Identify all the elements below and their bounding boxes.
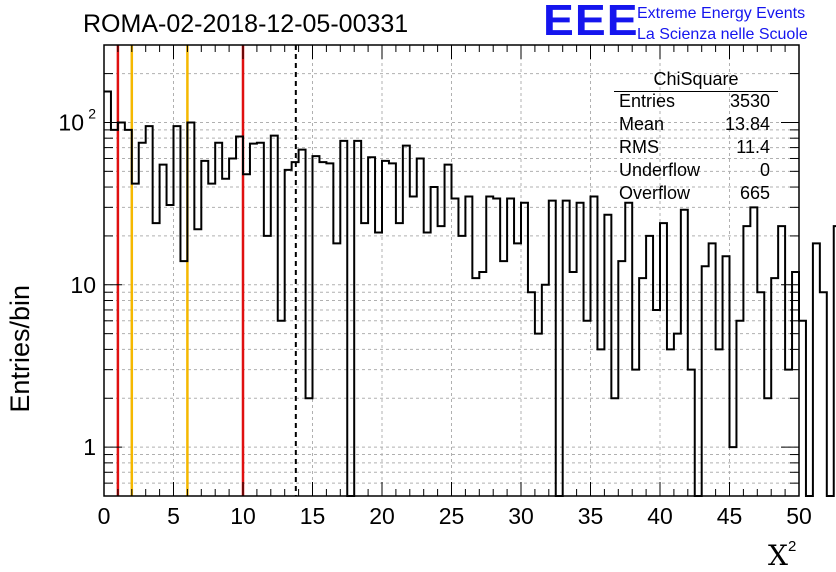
- x-tick-label: 0: [98, 503, 111, 529]
- x-axis-label: X2: [768, 538, 796, 572]
- histogram-series: [104, 90, 836, 497]
- logo-mark: EEE: [543, 0, 639, 45]
- logo-line-1: Extreme Energy Events: [637, 5, 806, 22]
- stats-key: Mean: [619, 114, 665, 134]
- stats-title: ChiSquare: [653, 69, 739, 89]
- y-tick-label: 10: [58, 109, 84, 135]
- stats-value: 665: [739, 183, 770, 203]
- stats-key: Overflow: [619, 183, 691, 203]
- stats-row-overflow: Overflow 665: [614, 182, 778, 205]
- stats-value: 13.84: [724, 114, 770, 134]
- stats-key: Entries: [619, 91, 676, 111]
- y-tick-label-exponent: 2: [88, 105, 96, 121]
- stats-value: 0: [759, 160, 770, 180]
- y-tick-label: 10: [70, 272, 96, 298]
- x-tick-label: 30: [508, 503, 534, 529]
- y-tick-label: 1: [83, 434, 96, 460]
- x-tick-label: 20: [369, 503, 395, 529]
- y-axis-label: Entries/bin: [5, 221, 36, 413]
- stats-row-entries: Entries 3530: [614, 90, 778, 113]
- axis-ticks: [103, 44, 800, 497]
- x-tick-label: 35: [578, 503, 604, 529]
- x-tick-label: 10: [230, 503, 256, 529]
- x-axis-label-text: X: [768, 539, 788, 572]
- x-tick-label: 50: [786, 503, 812, 529]
- stats-value: 3530: [729, 91, 770, 111]
- stats-divider: [614, 91, 778, 92]
- logo-line-2: La Scienza nelle Scuole: [637, 26, 808, 43]
- x-tick-label: 5: [167, 503, 180, 529]
- x-tick-label: 45: [717, 503, 743, 529]
- reference-lines: [116, 45, 297, 496]
- stats-key: Underflow: [619, 160, 701, 180]
- stats-row-rms: RMS 11.4: [614, 136, 778, 159]
- x-tick-label: 15: [300, 503, 326, 529]
- x-axis-label-superscript: 2: [787, 538, 797, 555]
- y-axis-label-text: Entries/bin: [5, 285, 35, 413]
- stats-row-underflow: Underflow 0: [614, 159, 778, 182]
- x-tick-label: 25: [439, 503, 465, 529]
- eee-logo: EEE Extreme Energy Events La Scienza nel…: [543, 0, 833, 46]
- stats-value: 11.4: [736, 137, 770, 157]
- stats-key: RMS: [619, 137, 659, 157]
- stats-row-mean: Mean 13.84: [614, 113, 778, 136]
- x-tick-label: 40: [647, 503, 673, 529]
- stats-box: ChiSquare Entries 3530 Mean 13.84 RMS 11…: [614, 68, 778, 205]
- chart-title: ROMA-02-2018-12-05-00331: [83, 10, 409, 38]
